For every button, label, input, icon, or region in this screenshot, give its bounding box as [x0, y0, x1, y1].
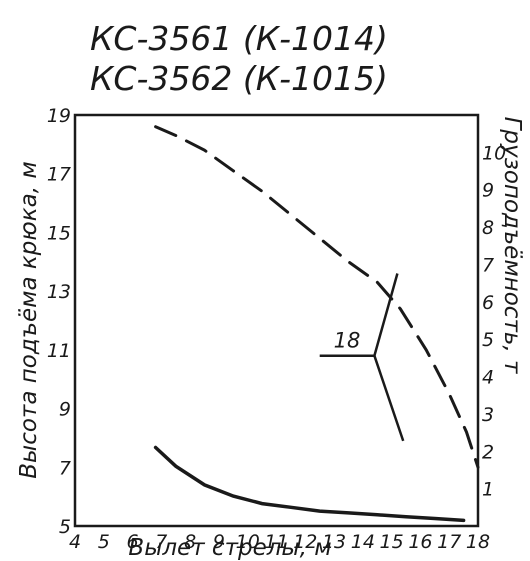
y-right-tick-label: 3 [482, 404, 494, 426]
y-left-tick-label: 9 [59, 399, 71, 421]
y-right-tick-label: 2 [482, 441, 494, 463]
series-solid-line [153, 445, 466, 523]
series-dashed-line [154, 125, 480, 469]
y-right-tick-label: 5 [482, 329, 494, 351]
chart-title-line-1: КС-3561 (К-1014) [90, 19, 388, 58]
x-tick-label: 7 [155, 531, 167, 553]
y-right-tick-label: 7 [482, 254, 494, 276]
y-right-tick-label: 10 [482, 142, 506, 164]
x-axis-label: Вылет стрелы, м [128, 535, 331, 561]
y-left-tick-label: 19 [47, 105, 71, 127]
x-tick-label: 16 [408, 531, 432, 553]
y-right-ticks: 1 2 3 4 5 6 7 8 9 10 [482, 142, 506, 500]
y-left-axis-label: Высота подъёма крюка, м [16, 161, 42, 478]
y-left-tick-label: 11 [47, 340, 71, 362]
y-right-tick-label: 8 [482, 217, 494, 239]
x-tick-label: 6 [127, 531, 139, 553]
y-right-tick-label: 1 [482, 479, 494, 501]
x-tick-label: 8 [184, 531, 196, 553]
y-right-axis-label: Грузоподъёмность, т [499, 117, 525, 374]
x-tick-label: 10 [236, 531, 260, 553]
y-right-tick-label: 4 [482, 367, 494, 389]
x-tick-label: 5 [98, 531, 110, 553]
y-left-tick-label: 13 [47, 281, 71, 303]
y-left-tick-label: 5 [59, 516, 71, 538]
plot-frame [73, 113, 480, 528]
x-tick-label: 13 [322, 531, 346, 553]
annotation-18-branch [373, 355, 405, 442]
x-tick-label: 12 [293, 531, 317, 553]
x-tick-label: 18 [466, 531, 490, 553]
x-tick-label: 9 [213, 531, 225, 553]
x-ticks: 4 5 6 7 8 9 10 11 12 13 14 15 16 17 18 [69, 531, 490, 553]
y-right-tick-label: 9 [482, 180, 494, 202]
y-right-tick-label: 6 [482, 292, 494, 314]
y-left-tick-label: 15 [47, 222, 71, 244]
x-tick-label: 11 [264, 531, 288, 553]
y-left-ticks: 5 7 9 11 13 15 17 19 [47, 105, 71, 538]
x-tick-label: 15 [380, 531, 404, 553]
x-tick-label: 4 [69, 531, 81, 553]
annotation-18-label: 18 [334, 329, 361, 353]
chart-title-line-2: КС-3562 (К-1015) [90, 59, 388, 98]
y-left-tick-label: 7 [59, 457, 71, 479]
x-tick-label: 14 [351, 531, 375, 553]
y-left-tick-label: 17 [47, 164, 71, 186]
x-tick-label: 17 [437, 531, 461, 553]
